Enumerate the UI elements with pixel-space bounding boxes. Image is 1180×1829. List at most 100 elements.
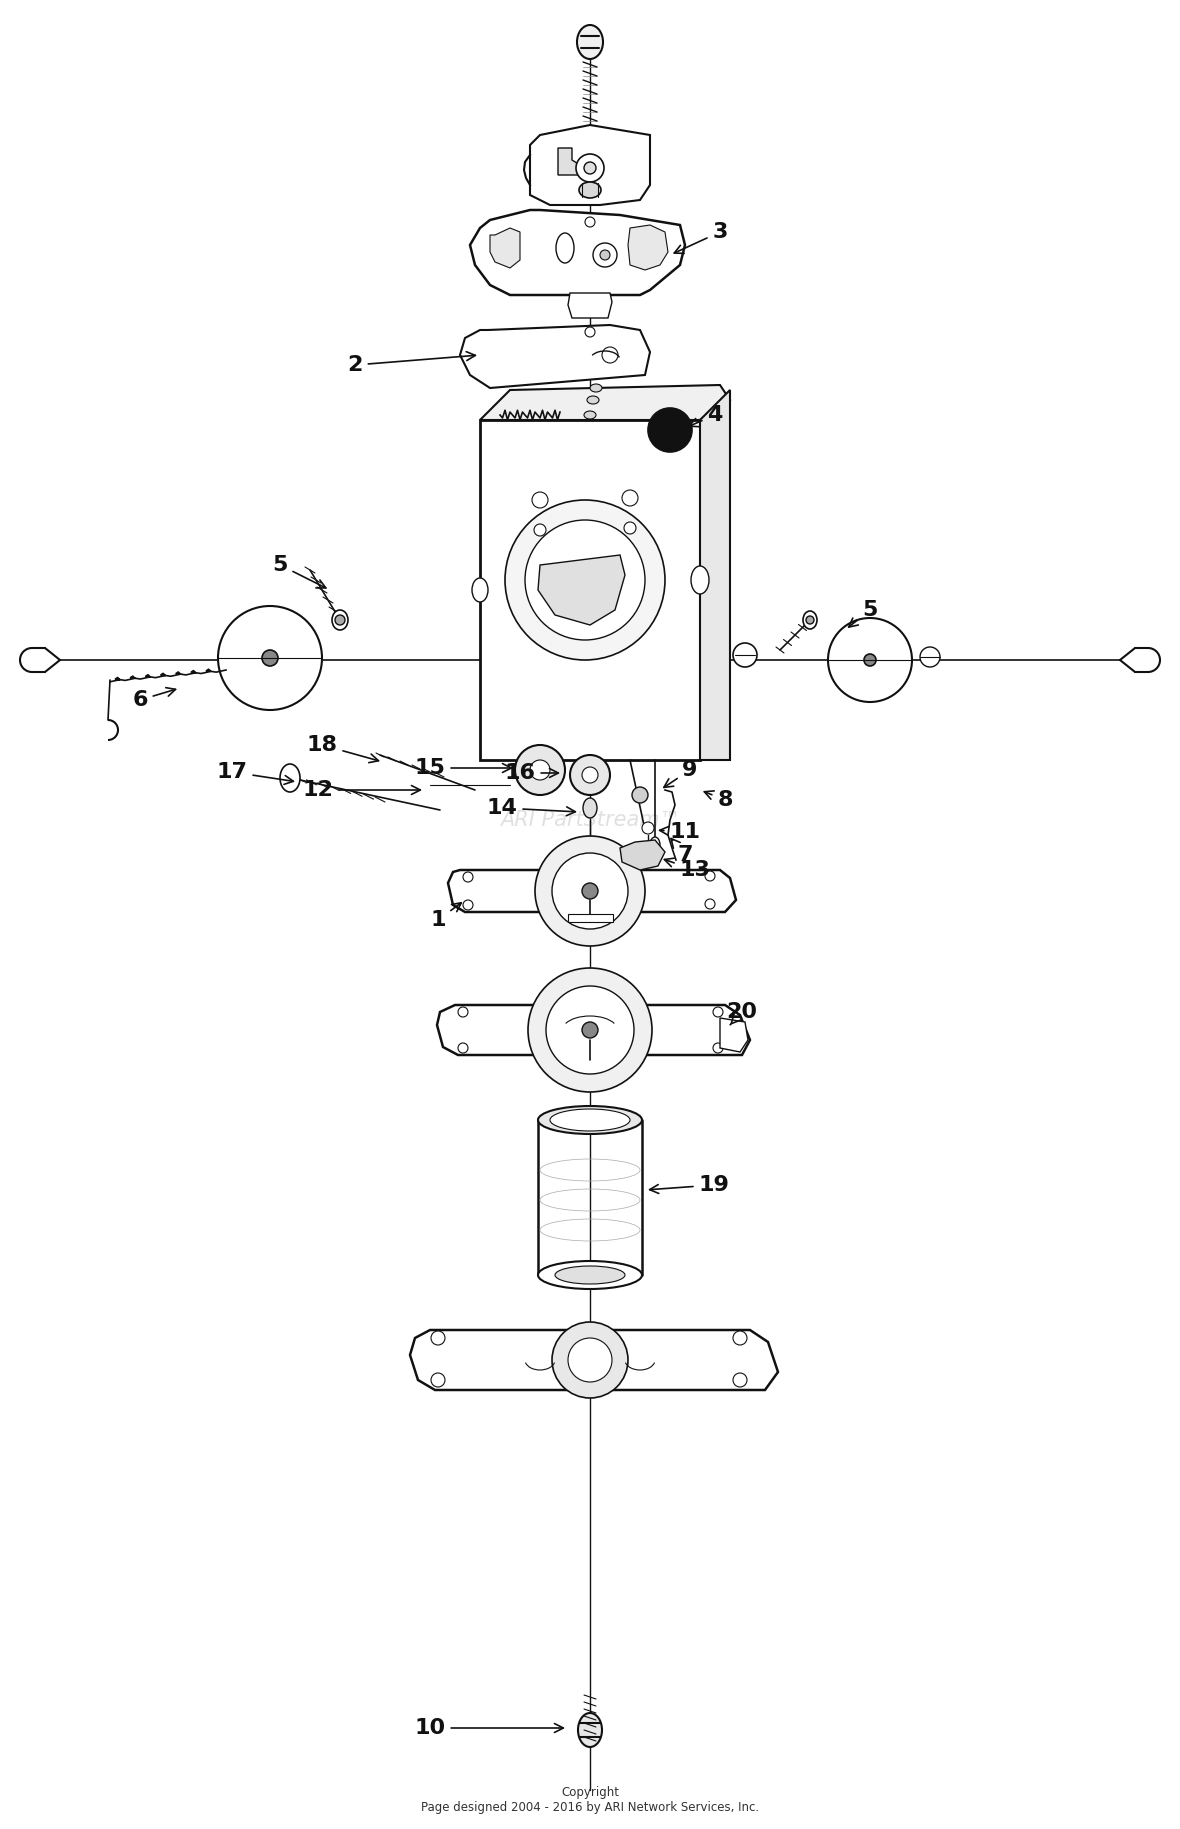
Circle shape <box>505 499 666 660</box>
Circle shape <box>458 1008 468 1017</box>
Circle shape <box>648 408 691 452</box>
Circle shape <box>530 761 550 779</box>
Circle shape <box>463 900 473 911</box>
Ellipse shape <box>586 397 599 404</box>
Bar <box>568 914 612 922</box>
Polygon shape <box>480 421 700 761</box>
Polygon shape <box>538 554 625 626</box>
Circle shape <box>733 644 758 668</box>
Circle shape <box>552 1322 628 1397</box>
Circle shape <box>535 523 546 536</box>
Text: 16: 16 <box>505 763 558 783</box>
Text: 17: 17 <box>216 763 294 785</box>
Ellipse shape <box>280 765 300 792</box>
Circle shape <box>582 883 598 900</box>
Circle shape <box>582 766 598 783</box>
Text: 8: 8 <box>704 790 733 810</box>
Ellipse shape <box>583 797 597 818</box>
Circle shape <box>570 755 610 796</box>
Circle shape <box>622 490 638 507</box>
Ellipse shape <box>691 565 709 594</box>
Text: 2: 2 <box>347 351 476 375</box>
Ellipse shape <box>577 26 603 59</box>
Polygon shape <box>437 1004 750 1055</box>
Circle shape <box>463 872 473 882</box>
Polygon shape <box>480 384 730 421</box>
Circle shape <box>632 786 648 803</box>
Circle shape <box>713 1008 723 1017</box>
Polygon shape <box>448 871 736 913</box>
Text: 5: 5 <box>273 554 326 587</box>
Circle shape <box>335 615 345 626</box>
Text: 9: 9 <box>664 761 697 788</box>
Circle shape <box>733 1332 747 1344</box>
Circle shape <box>262 649 278 666</box>
Circle shape <box>532 492 548 508</box>
Polygon shape <box>700 390 730 761</box>
Circle shape <box>584 163 596 174</box>
Ellipse shape <box>555 1266 625 1284</box>
Text: 7: 7 <box>671 838 693 865</box>
Polygon shape <box>568 293 612 318</box>
Ellipse shape <box>472 578 489 602</box>
Circle shape <box>431 1374 445 1386</box>
Ellipse shape <box>590 384 602 391</box>
Circle shape <box>733 1374 747 1386</box>
Text: 13: 13 <box>664 858 710 880</box>
Text: 12: 12 <box>302 779 420 799</box>
Text: 4: 4 <box>689 404 722 426</box>
Circle shape <box>642 821 654 834</box>
Text: 10: 10 <box>414 1717 563 1738</box>
Circle shape <box>582 1022 598 1039</box>
Polygon shape <box>620 840 666 871</box>
Polygon shape <box>720 1019 748 1052</box>
Text: Copyright
Page designed 2004 - 2016 by ARI Network Services, Inc.: Copyright Page designed 2004 - 2016 by A… <box>421 1785 759 1814</box>
Polygon shape <box>490 229 520 269</box>
Circle shape <box>806 616 814 624</box>
Circle shape <box>920 647 940 668</box>
Circle shape <box>218 605 322 710</box>
Circle shape <box>713 1043 723 1054</box>
Polygon shape <box>470 210 686 294</box>
Text: 5: 5 <box>848 600 878 627</box>
Ellipse shape <box>650 838 660 852</box>
Text: 6: 6 <box>132 688 176 710</box>
Circle shape <box>599 251 610 260</box>
Ellipse shape <box>550 1108 630 1130</box>
Text: 3: 3 <box>674 221 728 254</box>
Polygon shape <box>460 326 650 388</box>
Text: 20: 20 <box>727 1002 758 1024</box>
Circle shape <box>546 986 634 1074</box>
Text: 1: 1 <box>431 904 461 929</box>
Text: 14: 14 <box>486 797 576 818</box>
Ellipse shape <box>584 412 596 419</box>
Circle shape <box>527 968 653 1092</box>
Circle shape <box>458 1043 468 1054</box>
Text: ARI PartStream™: ARI PartStream™ <box>500 810 680 830</box>
Circle shape <box>594 243 617 267</box>
Circle shape <box>585 218 595 227</box>
Circle shape <box>704 900 715 909</box>
Polygon shape <box>558 148 581 176</box>
Circle shape <box>624 521 636 534</box>
Ellipse shape <box>556 232 573 263</box>
Polygon shape <box>409 1330 778 1390</box>
Circle shape <box>602 348 618 362</box>
Ellipse shape <box>578 1714 602 1747</box>
Text: 19: 19 <box>650 1174 729 1194</box>
Ellipse shape <box>332 611 348 629</box>
Polygon shape <box>628 225 668 271</box>
Circle shape <box>864 655 876 666</box>
Circle shape <box>431 1332 445 1344</box>
Text: 18: 18 <box>307 735 379 763</box>
Ellipse shape <box>538 1107 642 1134</box>
Polygon shape <box>530 124 650 205</box>
Circle shape <box>514 744 565 796</box>
Circle shape <box>552 852 628 929</box>
Circle shape <box>525 519 645 640</box>
Circle shape <box>568 1339 612 1383</box>
Ellipse shape <box>538 1260 642 1289</box>
Circle shape <box>535 836 645 946</box>
Ellipse shape <box>804 611 817 629</box>
Circle shape <box>704 871 715 882</box>
